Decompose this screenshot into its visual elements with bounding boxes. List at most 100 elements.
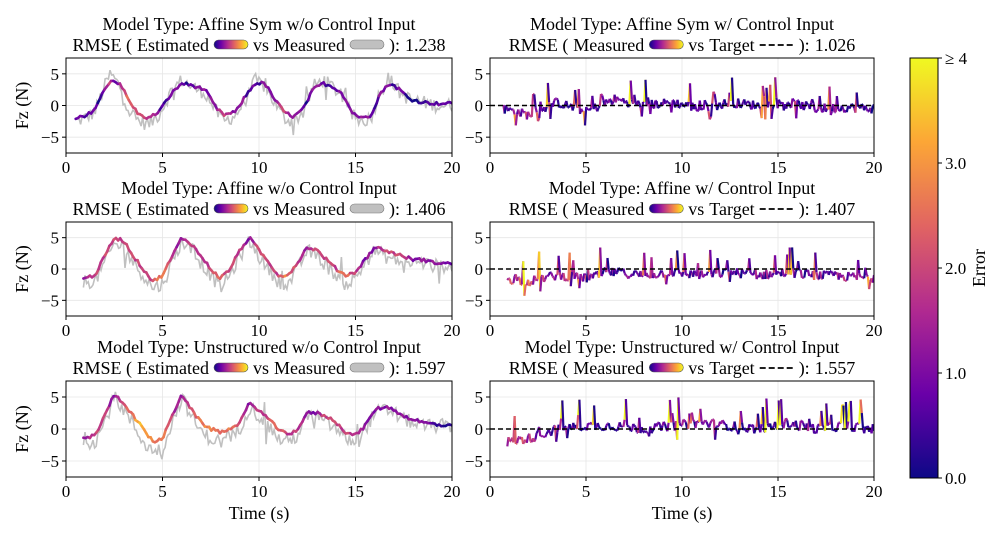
legend-label-estimated: Estimated <box>137 199 209 219</box>
legend-gradient-swatch <box>649 40 683 49</box>
measured-segment <box>656 423 657 426</box>
measured-segment <box>581 430 582 431</box>
measured-segment <box>826 403 827 425</box>
legend-label-measured: Measured <box>573 358 644 378</box>
colorbar-tick-label: 2.0 <box>945 259 966 278</box>
measured-segment <box>672 413 673 422</box>
y-tick-label: −5 <box>465 452 483 471</box>
measured-segment <box>741 411 742 422</box>
measured-segment <box>529 115 530 116</box>
measured-segment <box>598 423 599 427</box>
measured-segment <box>535 433 536 439</box>
x-tick-label: 0 <box>486 158 495 177</box>
measured-segment <box>633 271 634 276</box>
measured-segment <box>763 86 764 96</box>
measured-segment <box>678 397 679 423</box>
measured-segment <box>837 96 838 109</box>
measured-segment <box>569 106 570 108</box>
legend-vs: vs <box>688 199 704 219</box>
legend-label-measured: Measured <box>274 358 345 378</box>
measured-segment <box>699 274 700 279</box>
measured-segment <box>741 106 742 108</box>
measured-segment <box>617 97 618 100</box>
measured-segment <box>516 443 517 444</box>
measured-segment <box>655 101 656 102</box>
subplot-title: Model Type: Affine w/o Control Input <box>121 178 397 198</box>
measured-segment <box>849 107 850 109</box>
measured-segment <box>644 253 645 276</box>
measured-segment <box>600 94 601 106</box>
y-axis-label: Fz (N) <box>12 245 33 293</box>
rmse-suffix: ): <box>799 358 810 379</box>
measured-segment <box>513 276 514 283</box>
measured-segment <box>674 271 675 276</box>
measured-segment <box>842 405 843 406</box>
measured-segment <box>791 426 792 427</box>
measured-segment <box>664 422 665 424</box>
rmse-value: 1.407 <box>815 199 856 219</box>
legend-vs: vs <box>253 199 269 219</box>
measured-segment <box>571 272 572 286</box>
legend-label-estimated: Estimated <box>137 358 209 378</box>
y-tick-label: 5 <box>475 388 484 407</box>
measured-segment <box>817 425 818 433</box>
measured-segment <box>738 429 739 434</box>
measured-segment <box>601 94 602 96</box>
measured-segment <box>518 110 519 115</box>
legend-measured-swatch <box>350 204 384 213</box>
measured-segment <box>802 421 803 423</box>
x-tick-label: 0 <box>486 482 495 501</box>
measured-segment <box>658 107 659 109</box>
measured-segment <box>838 109 839 111</box>
measured-segment <box>548 275 549 277</box>
measured-segment <box>625 273 626 275</box>
measured-segment <box>713 92 714 94</box>
measured-segment <box>715 94 716 102</box>
measured-segment <box>534 440 535 442</box>
measured-segment <box>642 102 643 117</box>
measured-segment <box>669 103 670 104</box>
measured-segment <box>760 273 761 277</box>
measured-segment <box>710 117 711 120</box>
measured-segment <box>706 103 707 105</box>
y-tick-label: 0 <box>475 420 484 439</box>
x-tick-label: 0 <box>62 158 71 177</box>
measured-segment <box>766 399 767 424</box>
measured-segment <box>561 275 562 280</box>
measured-segment <box>746 270 747 273</box>
rmse-value: 1.026 <box>815 35 856 55</box>
y-axis-label: Fz (N) <box>12 405 33 453</box>
x-tick-label: 10 <box>674 158 691 177</box>
measured-segment <box>718 258 719 269</box>
y-tick-label: 5 <box>51 65 60 84</box>
measured-segment <box>867 109 868 111</box>
x-axis-label: Time (s) <box>229 503 290 524</box>
measured-segment <box>554 99 555 101</box>
measured-segment <box>796 100 797 118</box>
measured-segment <box>684 106 685 107</box>
measured-segment <box>758 414 759 428</box>
measured-segment <box>579 400 580 431</box>
y-tick-label: 0 <box>475 260 484 279</box>
measured-segment <box>700 409 701 422</box>
measured-line <box>76 70 452 135</box>
rmse-value: 1.238 <box>405 35 446 55</box>
y-axis-label: Fz (N) <box>12 82 33 130</box>
measured-segment <box>842 275 843 276</box>
measured-segment <box>546 432 547 435</box>
measured-segment <box>551 273 552 276</box>
measured-segment <box>847 422 848 429</box>
measured-segment <box>686 422 687 428</box>
measured-segment <box>667 101 668 103</box>
measured-segment <box>797 100 798 101</box>
x-axis-label: Time (s) <box>652 503 713 524</box>
measured-segment <box>585 107 586 125</box>
measured-segment <box>597 108 598 112</box>
rmse-prefix: RMSE ( <box>73 358 133 379</box>
subplot-title: Model Type: Unstructured w/o Control Inp… <box>97 337 421 357</box>
measured-segment <box>594 405 595 429</box>
measured-segment <box>597 272 598 273</box>
measured-segment <box>560 419 561 430</box>
